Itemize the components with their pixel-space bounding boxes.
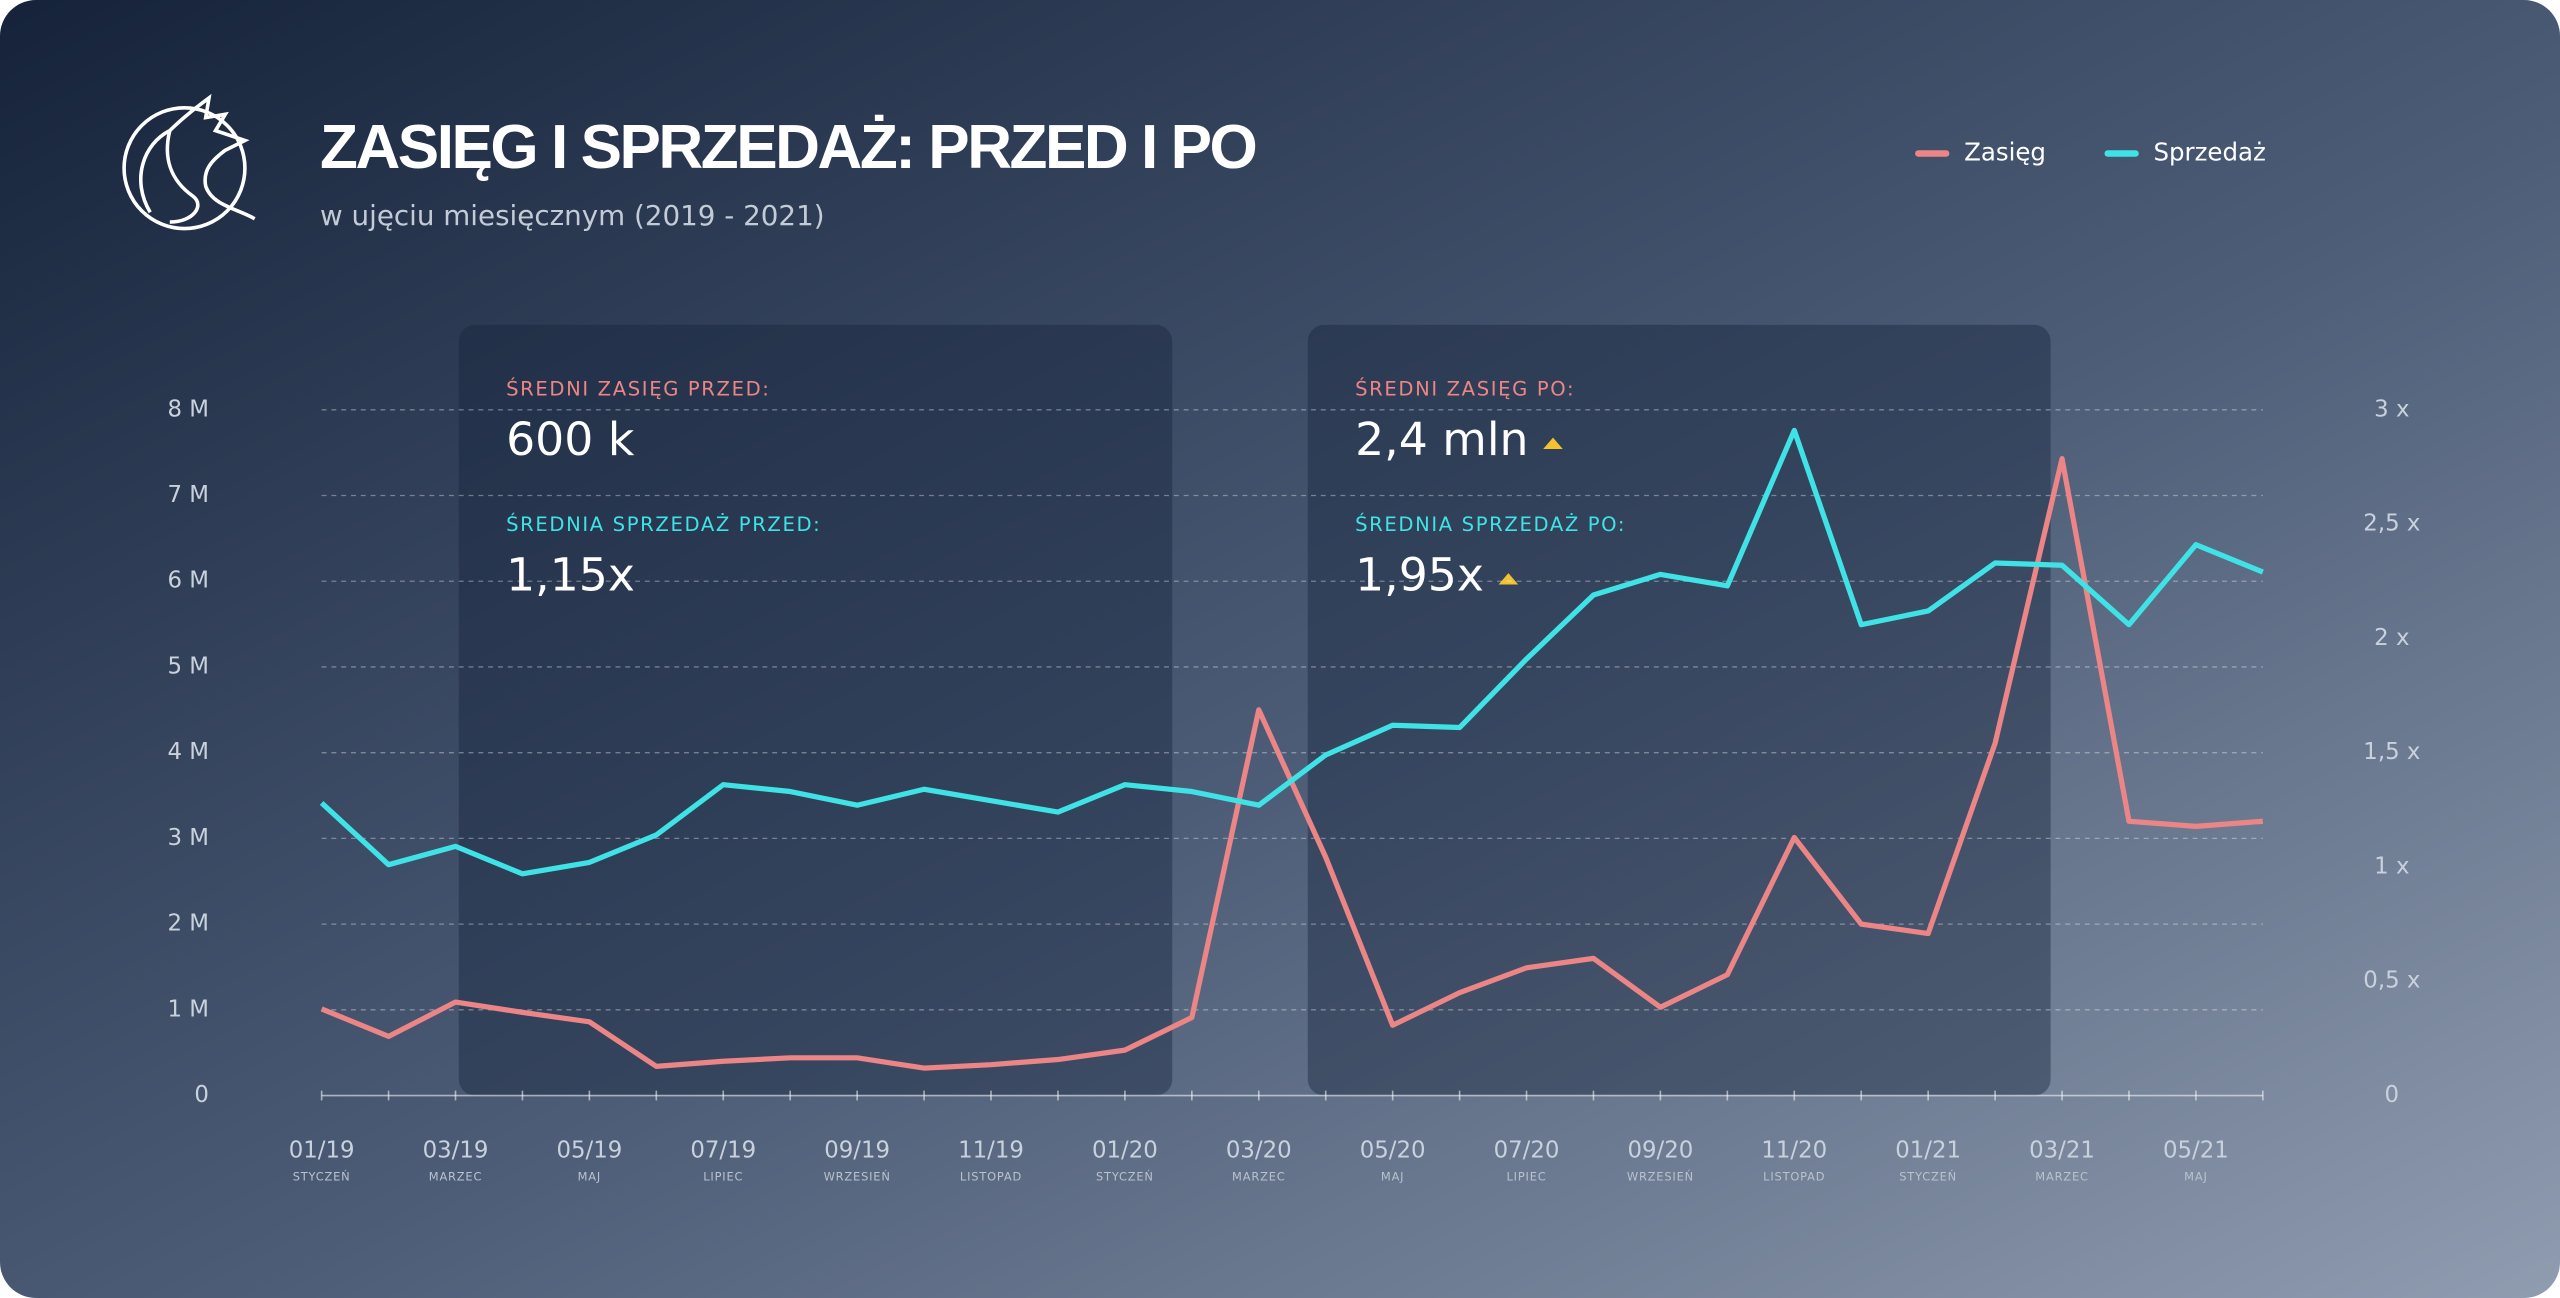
- panel-value: 2,4 mln: [1355, 413, 1528, 466]
- x-tick-label: 01/20: [1092, 1138, 1158, 1164]
- x-tick-label: 09/19: [824, 1138, 890, 1164]
- y2-tick-label: 3 x: [2374, 396, 2409, 422]
- series-line: [319, 427, 2264, 877]
- y-tick-label: 6 M: [167, 568, 209, 594]
- y-tick-label: 0: [194, 1082, 209, 1108]
- x-tick-label: 01/19: [289, 1138, 355, 1164]
- panel-label: ŚREDNIA SPRZEDAŻ PRZED:: [506, 512, 821, 536]
- x-tick-sublabel: MAJ: [578, 1170, 601, 1184]
- x-tick-sublabel: MARZEC: [2035, 1170, 2088, 1184]
- x-tick-sublabel: STYCZEŃ: [1096, 1169, 1154, 1184]
- legend-label: Zasięg: [1964, 137, 2046, 166]
- subtitle: w ujęciu miesięcznym (2019 - 2021): [320, 199, 825, 232]
- panel: [1307, 324, 2051, 1096]
- x-tick-sublabel: STYCZEŃ: [293, 1169, 351, 1184]
- logo: [122, 93, 256, 231]
- panel-label: ŚREDNIA SPRZEDAŻ PO:: [1355, 512, 1626, 536]
- x-tick-sublabel: STYCZEŃ: [1899, 1169, 1957, 1184]
- x-tick-sublabel: MARZEC: [1232, 1170, 1285, 1184]
- x-tick-sublabel: LISTOPAD: [960, 1170, 1022, 1184]
- panel-value: 600 k: [506, 413, 635, 466]
- y2-tick-label: 0: [2385, 1082, 2400, 1108]
- x-tick-label: 03/19: [423, 1138, 489, 1164]
- panel-label: ŚREDNI ZASIĘG PO:: [1355, 377, 1575, 401]
- x-tick-label: 07/20: [1494, 1138, 1560, 1164]
- y-tick-label: 2 M: [167, 911, 209, 937]
- trend-up-icon: [1498, 573, 1519, 585]
- y-tick-label: 7 M: [167, 482, 209, 508]
- trend-up-icon: [1543, 437, 1563, 449]
- title: ZASIĘG I SPRZEDAŻ: PRZED I PO: [320, 113, 1256, 182]
- x-tick-sublabel: MAJ: [1381, 1170, 1404, 1184]
- x-tick-sublabel: LISTOPAD: [1763, 1170, 1825, 1184]
- y-tick-label: 4 M: [167, 739, 209, 765]
- x-tick-sublabel: WRZESIEŃ: [1627, 1169, 1694, 1184]
- y-tick-label: 8 M: [167, 396, 209, 422]
- y2-tick-label: 0,5 x: [2363, 968, 2420, 994]
- x-tick-label: 05/19: [556, 1138, 622, 1164]
- x-tick-sublabel: MAJ: [2184, 1170, 2207, 1184]
- y2-tick-label: 1 x: [2374, 853, 2409, 879]
- panel-value: 1,15x: [506, 548, 635, 601]
- y-tick-label: 5 M: [167, 653, 209, 679]
- x-tick-sublabel: LIPIEC: [703, 1170, 743, 1184]
- y2-tick-label: 2,5 x: [2363, 511, 2420, 537]
- plot: ŚREDNI ZASIĘG PRZED: 600 k ŚREDNIA SPRZEDA…: [167, 137, 2420, 1183]
- x-tick-sublabel: MARZEC: [429, 1170, 482, 1184]
- panel-label: ŚREDNI ZASIĘG PRZED:: [506, 377, 770, 401]
- y-tick-label: 1 M: [167, 996, 209, 1022]
- x-tick-label: 05/21: [2163, 1138, 2229, 1164]
- x-tick-label: 05/20: [1360, 1138, 1426, 1164]
- x-tick-label: 11/19: [958, 1138, 1024, 1164]
- x-tick-label: 07/19: [690, 1138, 756, 1164]
- y2-tick-label: 2 x: [2374, 625, 2409, 651]
- x-tick-label: 09/20: [1627, 1138, 1693, 1164]
- panel: [458, 324, 1173, 1096]
- x-tick-label: 03/20: [1226, 1138, 1292, 1164]
- x-tick-label: 01/21: [1895, 1138, 1961, 1164]
- x-tick-label: 03/21: [2029, 1138, 2095, 1164]
- x-tick-sublabel: WRZESIEŃ: [824, 1169, 891, 1184]
- legend-label: Sprzedaż: [2153, 137, 2265, 166]
- y2-tick-label: 1,5 x: [2363, 739, 2420, 765]
- series-line: [320, 456, 2264, 1071]
- panel-value: 1,95x: [1355, 548, 1484, 601]
- x-tick-label: 11/20: [1761, 1138, 1827, 1164]
- y-tick-label: 3 M: [167, 825, 209, 851]
- x-tick-sublabel: LIPIEC: [1507, 1170, 1547, 1184]
